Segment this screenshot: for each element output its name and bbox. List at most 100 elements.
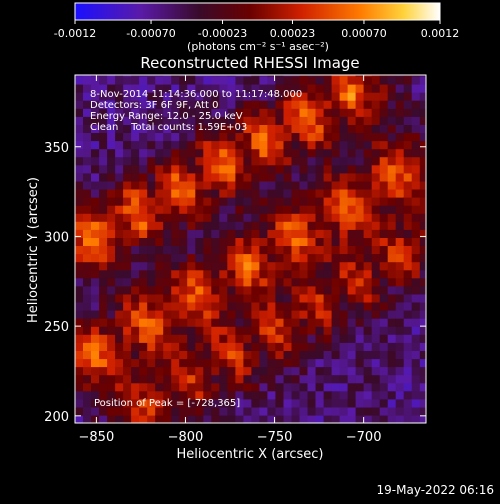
heatmap-cell	[355, 213, 365, 222]
heatmap-cell	[291, 75, 301, 77]
heatmap-cell	[139, 108, 148, 117]
heatmap-cell	[219, 350, 228, 360]
heatmap-cell	[227, 350, 236, 360]
heatmap-cell	[283, 229, 293, 238]
heatmap-cell	[171, 116, 180, 125]
heatmap-cell	[163, 414, 172, 423]
heatmap-cell	[123, 285, 132, 295]
heatmap-cell	[403, 301, 413, 311]
heatmap-cell	[115, 334, 124, 343]
heatmap-cell	[315, 261, 325, 271]
heatmap-cell	[259, 398, 268, 408]
heatmap-cell	[347, 237, 357, 246]
heatmap-cell	[331, 414, 341, 423]
heatmap-cell	[323, 164, 333, 174]
heatmap-cell	[83, 406, 92, 416]
heatmap-cell	[187, 285, 196, 295]
heatmap-cell	[75, 253, 84, 263]
heatmap-cell	[395, 414, 405, 423]
heatmap-cell	[395, 350, 405, 360]
heatmap-cell	[347, 269, 357, 279]
heatmap-cell	[259, 237, 268, 246]
heatmap-cell	[323, 213, 333, 222]
heatmap-cell	[227, 92, 236, 101]
heatmap-cell	[187, 318, 196, 327]
heatmap-cell	[355, 310, 365, 319]
heatmap-cell	[83, 318, 92, 327]
heatmap-cell	[371, 301, 381, 311]
heatmap-cell	[267, 326, 276, 335]
heatmap-cell	[211, 92, 220, 101]
heatmap-cell	[347, 172, 357, 182]
heatmap-cell	[355, 293, 365, 303]
heatmap-cell	[131, 398, 140, 408]
heatmap-cell	[187, 414, 196, 423]
heatmap-cell	[123, 100, 132, 109]
heatmap-cell	[395, 75, 405, 85]
heatmap-cell	[115, 293, 124, 303]
heatmap-cell	[171, 245, 180, 255]
heatmap-cell	[355, 100, 365, 109]
heatmap-cell	[299, 140, 309, 150]
heatmap-cell	[139, 261, 148, 271]
heatmap-cell	[323, 334, 333, 343]
heatmap-cell	[395, 358, 405, 368]
heatmap-cell	[371, 164, 381, 174]
heatmap-cell	[171, 390, 180, 400]
heatmap-cell	[387, 390, 397, 400]
heatmap-cell	[403, 382, 413, 392]
heatmap-cell	[403, 261, 413, 271]
heatmap-cell	[259, 293, 268, 303]
heatmap-cell	[259, 197, 268, 206]
heatmap-cell	[419, 188, 426, 198]
heatmap-cell	[259, 188, 268, 198]
heatmap-cell	[203, 414, 212, 423]
heatmap-cell	[203, 75, 212, 85]
heatmap-cell	[395, 253, 405, 263]
heatmap-cell	[163, 197, 172, 206]
heatmap-cell	[291, 366, 301, 376]
heatmap-cell	[187, 92, 196, 101]
heatmap-cell	[371, 100, 381, 109]
y-axis-label: Heliocentric Y (arcsec)	[26, 177, 41, 323]
heatmap-cell	[323, 261, 333, 271]
heatmap-cell	[75, 148, 84, 158]
heatmap-cell	[187, 237, 196, 246]
heatmap-cell	[91, 318, 100, 327]
heatmap-cell	[163, 140, 172, 150]
heatmap-cell	[179, 253, 188, 263]
heatmap-cell	[307, 382, 317, 392]
heatmap-cell	[347, 197, 357, 206]
heatmap-cell	[235, 277, 244, 287]
heatmap-cell	[243, 342, 252, 351]
heatmap-cell	[155, 374, 164, 384]
heatmap-cell	[275, 140, 284, 150]
heatmap-cell	[211, 269, 220, 279]
heatmap-cell	[299, 350, 309, 360]
heatmap-cell	[155, 285, 164, 295]
heatmap-cell	[291, 334, 301, 343]
heatmap-cell	[419, 156, 426, 166]
heatmap-cell	[267, 382, 276, 392]
heatmap-cell	[387, 253, 397, 263]
heatmap-cell	[307, 108, 317, 117]
heatmap-cell	[235, 414, 244, 423]
heatmap-cell	[355, 366, 365, 376]
heatmap-cell	[419, 108, 426, 117]
heatmap-cell	[251, 350, 260, 360]
heatmap-cell	[331, 245, 341, 255]
heatmap-cell	[179, 334, 188, 343]
heatmap-cell	[259, 310, 268, 319]
heatmap-cell	[83, 188, 92, 198]
heatmap-cell	[355, 124, 365, 133]
heatmap-cell	[307, 84, 317, 93]
heatmap-cell	[163, 237, 172, 246]
heatmap-cell	[203, 326, 212, 335]
heatmap-cell	[411, 398, 421, 408]
heatmap-cell	[107, 390, 116, 400]
heatmap-cell	[235, 358, 244, 368]
heatmap-cell	[91, 390, 100, 400]
heatmap-cell	[371, 398, 381, 408]
heatmap-cell	[235, 269, 244, 279]
heatmap-cell	[323, 253, 333, 263]
